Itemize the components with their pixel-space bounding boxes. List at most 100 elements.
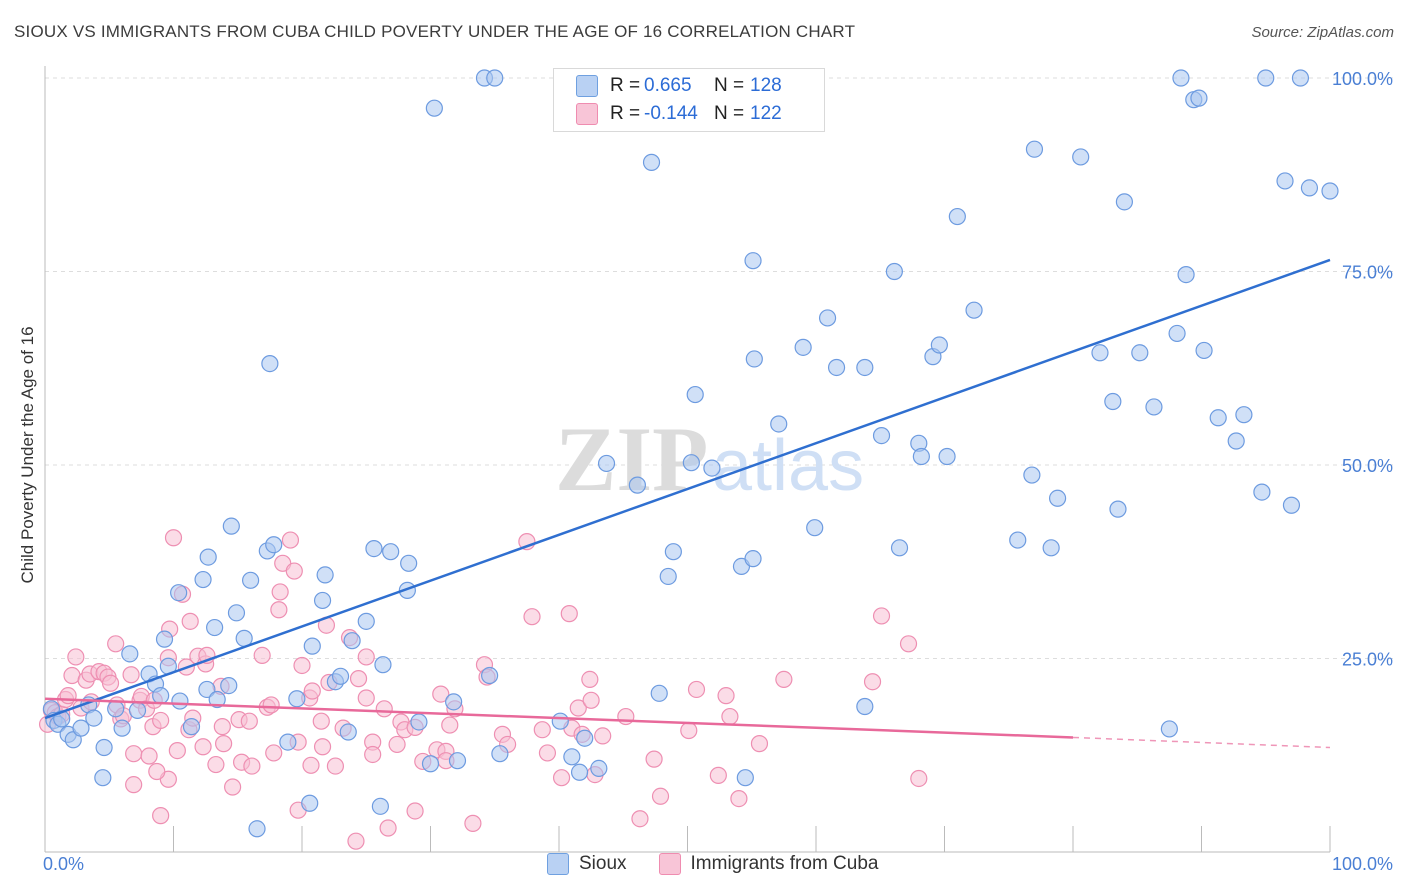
sioux-point <box>357 612 375 630</box>
cuba-point <box>207 755 225 774</box>
cuba-point <box>313 738 332 756</box>
sioux-point <box>170 584 188 602</box>
sioux-point <box>590 759 608 778</box>
cuba-point <box>152 711 170 730</box>
sioux-point <box>374 656 392 674</box>
sioux-point <box>128 701 147 719</box>
sioux-point <box>1300 179 1319 197</box>
cuba-point <box>148 762 166 781</box>
cuba-point <box>538 744 557 762</box>
sioux-point <box>313 591 332 610</box>
sioux-point <box>242 571 260 589</box>
sioux-point <box>206 618 224 637</box>
cuba-point <box>326 757 345 775</box>
sioux-point <box>563 748 581 766</box>
sioux-point <box>331 667 350 685</box>
sioux-point <box>182 718 201 736</box>
y-tick-label: 50.0% <box>1342 456 1393 476</box>
grid-layer <box>45 77 1395 659</box>
sioux-trend-line <box>44 258 1331 720</box>
cuba-point <box>569 699 587 717</box>
sioux-point <box>248 820 266 838</box>
legend-swatch-sioux <box>576 75 598 97</box>
sioux-point <box>121 645 139 663</box>
sioux-point <box>316 566 334 584</box>
sioux-point <box>1091 344 1109 362</box>
sioux-point <box>481 666 499 685</box>
sioux-point <box>365 539 383 558</box>
sioux-point <box>72 719 90 737</box>
sioux-point <box>1235 406 1253 424</box>
legend-r-label: R = <box>610 75 641 96</box>
sioux-point <box>576 729 594 747</box>
sioux-point <box>1177 265 1195 284</box>
cuba-point <box>122 666 140 684</box>
sioux-point <box>421 755 440 773</box>
sioux-point <box>794 338 812 356</box>
cuba-point <box>265 744 283 762</box>
cuba-point <box>464 814 482 832</box>
cuba-point <box>181 612 199 630</box>
cuba-point <box>645 750 663 768</box>
sioux-point <box>425 99 443 117</box>
cuba-point <box>560 605 578 623</box>
cuba-point <box>59 687 77 705</box>
cuba-point <box>125 776 143 794</box>
cuba-point <box>125 745 143 763</box>
cuba-point <box>375 700 393 718</box>
series-legend: Sioux Immigrants from Cuba <box>547 852 878 876</box>
cuba-point <box>631 810 649 828</box>
cuba-point <box>152 807 170 825</box>
sioux-point <box>885 262 903 281</box>
sioux-point <box>1025 140 1044 158</box>
cuba-point <box>533 721 551 739</box>
sioux-point <box>1104 392 1122 411</box>
sioux-point <box>818 309 837 327</box>
cuba-point <box>243 757 261 775</box>
legend-n-value: 122 <box>750 103 782 124</box>
legend-label-sioux: Sioux <box>579 853 627 874</box>
trend-lines <box>44 258 1331 749</box>
sioux-point <box>1257 69 1275 87</box>
cuba-point <box>581 670 599 688</box>
sioux-point <box>199 548 217 566</box>
cuba-point <box>271 583 289 601</box>
sioux-point <box>491 745 509 763</box>
sioux-point <box>261 355 279 373</box>
sioux-point <box>650 684 668 702</box>
cuba-point <box>270 601 288 619</box>
sioux-point <box>1115 193 1134 211</box>
cuba-point <box>215 735 233 753</box>
cuba-point <box>899 635 918 653</box>
sioux-point <box>279 733 297 751</box>
cuba-point <box>388 735 406 754</box>
sioux-point <box>371 797 389 815</box>
legend-n-value: 128 <box>750 75 782 96</box>
cuba-point <box>617 707 635 726</box>
sioux-point <box>1227 432 1245 450</box>
sioux-point <box>303 637 321 655</box>
legend-row-sioux: R = 0.665 N = 128 <box>576 73 782 99</box>
y-axis-title: Child Poverty Under the Age of 16 <box>18 326 37 583</box>
sioux-point <box>1160 720 1178 738</box>
sioux-point <box>1168 324 1186 343</box>
sioux-point <box>965 301 983 319</box>
sioux-point <box>570 763 589 781</box>
sioux-point <box>152 687 170 705</box>
cuba-point <box>721 707 739 726</box>
sioux-point <box>1023 466 1041 484</box>
cuba-point <box>582 691 600 709</box>
cuba-point <box>379 819 397 837</box>
sioux-points <box>42 69 1339 838</box>
sioux-point <box>85 709 103 727</box>
cuba-point <box>523 608 541 626</box>
legend-swatch-sioux <box>547 853 569 875</box>
sioux-point <box>339 723 357 741</box>
sioux-point <box>1048 489 1067 507</box>
cuba-point <box>594 727 612 745</box>
cuba-point <box>441 716 459 734</box>
cuba-point <box>312 712 330 730</box>
sioux-point <box>227 604 246 622</box>
watermark: ZIP atlas <box>555 408 864 510</box>
